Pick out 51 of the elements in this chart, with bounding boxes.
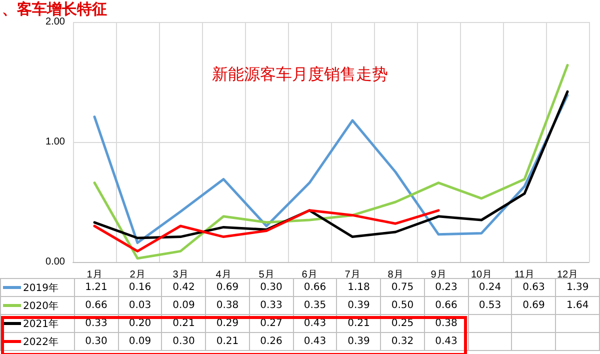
legend-label: 2022年: [0, 332, 74, 350]
legend-label: 2019年: [0, 278, 74, 296]
y-tick-label: 1.00: [46, 136, 66, 148]
legend-label: 2021年: [0, 314, 74, 332]
data-label: 1.21: [85, 282, 108, 293]
data-label: 0.43: [293, 314, 337, 332]
data-label: 0.63: [522, 282, 545, 293]
line-series: [93, 64, 569, 260]
data-label: 0.43: [293, 332, 337, 350]
data-label: 0.27: [249, 314, 294, 332]
data-label: 0.29: [206, 314, 250, 332]
heading: 、客车增长特征: [2, 0, 107, 18]
data-label: 0.50: [380, 296, 424, 314]
data-label: 0.43: [424, 332, 468, 350]
data-label: 0.23: [435, 282, 458, 293]
data-label: 0.66: [74, 296, 118, 314]
data-label: 0.75: [391, 282, 414, 293]
data-label: 1.64: [556, 296, 600, 314]
line-series: [93, 209, 440, 252]
data-label: 0.39: [336, 332, 381, 350]
data-label: 0.25: [380, 314, 424, 332]
data-label: 0.66: [424, 296, 468, 314]
data-label: 0.69: [216, 282, 239, 293]
data-label: 0.21: [336, 314, 381, 332]
data-label: 0.26: [249, 332, 294, 350]
data-label: 0.30: [260, 282, 282, 293]
data-label: 0.16: [128, 282, 152, 293]
data-label: 0.09: [162, 296, 206, 314]
text: 新能源客车月度销售走势: [212, 66, 388, 84]
data-label: 0.69: [512, 296, 556, 314]
data-label: 0.53: [468, 296, 512, 314]
data-label: 1.39: [566, 282, 589, 293]
data-label: 0.30: [162, 332, 206, 350]
data-label: 0.03: [118, 296, 162, 314]
data-label: 0.24: [478, 282, 502, 293]
data-label: 1.18: [348, 282, 370, 293]
data-label: 0.21: [206, 332, 250, 350]
legend-label: 2020年: [0, 296, 74, 314]
data-label: 0.33: [249, 296, 294, 314]
data-label: 0.21: [162, 314, 206, 332]
y-tick-label: 2.00: [46, 16, 66, 28]
data-label: 0.09: [118, 332, 162, 350]
y-tick-label: 0.00: [46, 256, 66, 268]
data-label: 0.38: [206, 296, 250, 314]
data-label: 0.39: [336, 296, 381, 314]
data-label: 0.42: [172, 282, 195, 293]
data-label: 0.20: [118, 314, 162, 332]
data-label: 0.30: [74, 332, 118, 350]
data-label: 0.66: [304, 282, 326, 293]
data-label: 0.35: [293, 296, 337, 314]
data-label: 0.32: [380, 332, 424, 350]
